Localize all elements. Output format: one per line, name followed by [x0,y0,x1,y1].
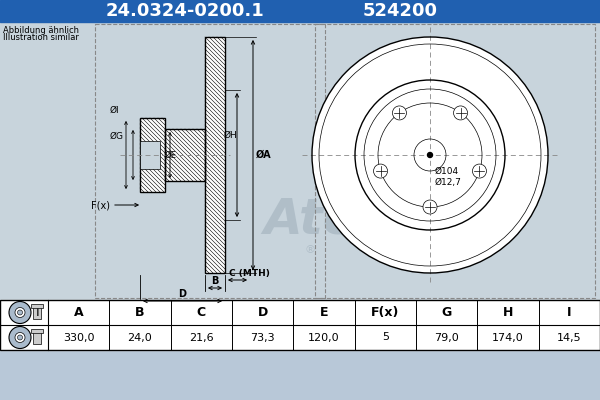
Circle shape [392,106,406,120]
Text: G: G [442,306,452,319]
Circle shape [17,335,23,340]
Bar [205,37,225,273]
Text: ØG: ØG [110,132,124,141]
Text: 524200: 524200 [362,2,437,20]
Text: F(x): F(x) [91,200,110,210]
Text: 174,0: 174,0 [492,332,524,342]
Bar [140,118,165,192]
Text: ØI: ØI [110,106,119,115]
Bar [0,300,600,350]
Bar [31,304,43,308]
Circle shape [312,37,548,273]
Text: ØA: ØA [256,150,272,160]
Circle shape [427,152,433,158]
Bar [95,24,325,298]
Text: C (MTH): C (MTH) [229,269,270,278]
Text: D: D [179,289,187,299]
Text: Ø12,7: Ø12,7 [435,178,462,187]
Text: 330,0: 330,0 [63,332,94,342]
Text: ØH: ØH [223,130,237,140]
Text: 5: 5 [382,332,389,342]
Text: Abbildung ähnlich: Abbildung ähnlich [3,26,79,35]
Circle shape [9,326,31,348]
Text: 79,0: 79,0 [434,332,459,342]
Bar [0,0,600,22]
Circle shape [472,164,487,178]
Circle shape [9,302,31,324]
Bar [0,300,600,350]
Text: D: D [257,306,268,319]
Text: F(x): F(x) [371,306,400,319]
Text: ®: ® [305,245,316,255]
Text: C: C [197,306,206,319]
Circle shape [15,332,25,342]
Text: E: E [320,306,328,319]
Bar [165,129,205,181]
Text: 24,0: 24,0 [128,332,152,342]
Circle shape [17,310,23,315]
Text: ØE: ØE [164,150,176,160]
Circle shape [15,308,25,318]
Text: 21,6: 21,6 [189,332,214,342]
Bar [315,24,595,298]
Bar [31,329,43,333]
Text: T: T [34,306,42,319]
Bar [205,37,225,273]
Text: Ate: Ate [263,196,357,244]
Text: I: I [567,306,572,319]
Text: 120,0: 120,0 [308,332,340,342]
Circle shape [423,200,437,214]
Circle shape [374,164,388,178]
Text: B: B [135,306,145,319]
Circle shape [454,106,467,120]
Bar [140,141,160,169]
Bar [140,118,165,192]
Bar [33,305,41,319]
Text: Ø104: Ø104 [435,167,459,176]
Text: 73,3: 73,3 [250,332,275,342]
Bar [165,129,205,181]
Text: 24.0324-0200.1: 24.0324-0200.1 [106,2,265,20]
Text: 14,5: 14,5 [557,332,581,342]
Text: B: B [211,276,218,286]
Text: Illustration similar: Illustration similar [3,33,79,42]
Bar [0,22,600,300]
Text: H: H [503,306,513,319]
Bar [33,330,41,344]
Text: A: A [74,306,83,319]
